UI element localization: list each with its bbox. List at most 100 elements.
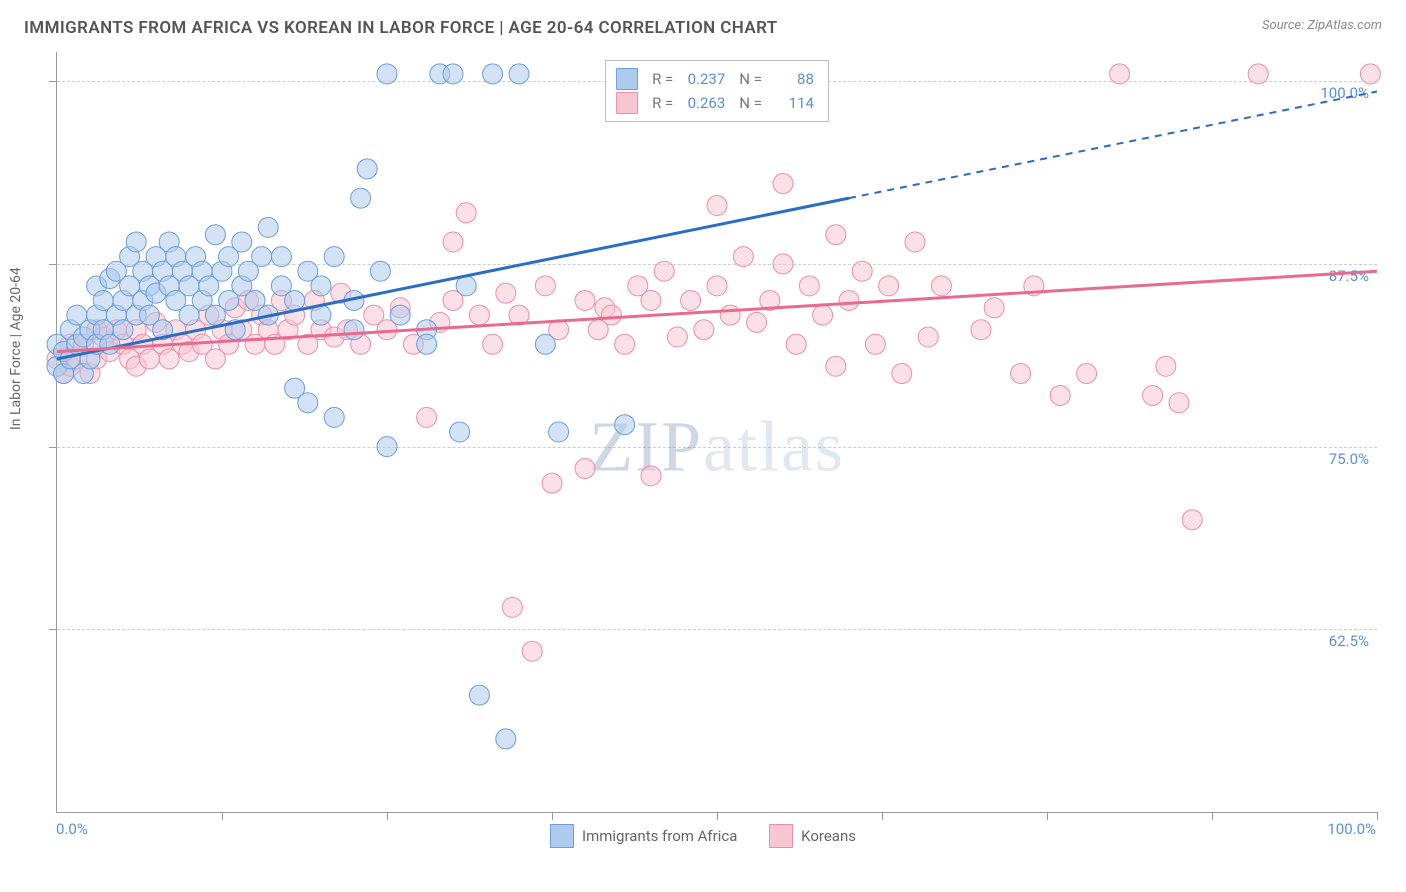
scatter-point xyxy=(918,327,938,347)
scatter-point xyxy=(601,305,621,325)
scatter-point xyxy=(351,188,371,208)
scatter-point xyxy=(258,217,278,237)
x-tick xyxy=(717,812,718,820)
stat-swatch-korean xyxy=(616,92,638,114)
legend-item-africa: Immigrants from Africa xyxy=(550,824,737,848)
scatter-point xyxy=(126,232,146,252)
scatter-point xyxy=(879,276,899,296)
stat-r-label: R = xyxy=(652,91,673,115)
scatter-point xyxy=(522,641,542,661)
scatter-point xyxy=(971,320,991,340)
scatter-point xyxy=(417,407,437,427)
x-tick xyxy=(1377,812,1378,820)
scatter-point xyxy=(641,290,661,310)
y-axis-title: In Labor Force | Age 20-64 xyxy=(8,267,24,430)
y-tick xyxy=(49,81,57,82)
scatter-point xyxy=(298,393,318,413)
scatter-point xyxy=(799,276,819,296)
scatter-point xyxy=(271,247,291,267)
legend-item-korean: Koreans xyxy=(769,824,856,848)
scatter-point xyxy=(483,334,503,354)
scatter-point xyxy=(1248,64,1268,84)
y-tick xyxy=(49,629,57,630)
x-tick xyxy=(387,812,388,820)
scatter-point xyxy=(252,247,272,267)
scatter-point xyxy=(324,407,344,427)
scatter-point xyxy=(575,290,595,310)
scatter-point xyxy=(826,225,846,245)
scatter-point xyxy=(852,261,872,281)
scatter-point xyxy=(733,247,753,267)
scatter-point xyxy=(509,64,529,84)
scatter-point xyxy=(1360,64,1380,84)
stat-row-korean: R = 0.263 N = 114 xyxy=(616,91,814,115)
scatter-point xyxy=(456,203,476,223)
legend-label-africa: Immigrants from Africa xyxy=(582,827,737,845)
scatter-point xyxy=(615,334,635,354)
stat-swatch-africa xyxy=(616,68,638,90)
x-tick xyxy=(552,812,553,820)
scatter-point xyxy=(984,298,1004,318)
x-tick xyxy=(882,812,883,820)
scatter-point xyxy=(1182,510,1202,530)
scatter-point xyxy=(205,225,225,245)
source-attribution: Source: ZipAtlas.com xyxy=(1262,18,1382,33)
scatter-point xyxy=(773,174,793,194)
scatter-point xyxy=(1169,393,1189,413)
scatter-point xyxy=(450,422,470,442)
scatter-point xyxy=(469,685,489,705)
stat-r-label: R = xyxy=(652,67,673,91)
chart-title: IMMIGRANTS FROM AFRICA VS KOREAN IN LABO… xyxy=(24,18,778,38)
x-tick xyxy=(1212,812,1213,820)
stat-r-value-africa: 0.237 xyxy=(677,67,725,91)
scatter-point xyxy=(931,276,951,296)
scatter-point xyxy=(1110,64,1130,84)
scatter-point xyxy=(773,254,793,274)
stat-n-label: N = xyxy=(739,67,762,91)
scatter-point xyxy=(667,327,687,347)
plot-canvas xyxy=(57,52,1377,812)
legend-swatch-korean xyxy=(769,824,793,848)
y-tick xyxy=(49,264,57,265)
scatter-point xyxy=(377,437,397,457)
scatter-point xyxy=(905,232,925,252)
scatter-point xyxy=(786,334,806,354)
scatter-point xyxy=(839,290,859,310)
plot-frame: 62.5%75.0%87.5%100.0% ZIPatlas R = 0.237… xyxy=(56,52,1377,813)
scatter-point xyxy=(1011,364,1031,384)
scatter-point xyxy=(747,312,767,332)
scatter-point xyxy=(370,261,390,281)
scatter-point xyxy=(1156,356,1176,376)
scatter-point xyxy=(865,334,885,354)
scatter-point xyxy=(542,473,562,493)
scatter-point xyxy=(720,305,740,325)
stat-n-value-africa: 88 xyxy=(766,67,814,91)
scatter-point xyxy=(469,305,489,325)
trend-line-extrapolated xyxy=(849,91,1377,198)
scatter-point xyxy=(549,422,569,442)
scatter-point xyxy=(1077,364,1097,384)
scatter-point xyxy=(285,290,305,310)
scatter-point xyxy=(681,290,701,310)
scatter-point xyxy=(390,305,410,325)
scatter-point xyxy=(483,64,503,84)
scatter-point xyxy=(615,415,635,435)
scatter-point xyxy=(496,283,516,303)
scatter-point xyxy=(826,356,846,376)
scatter-point xyxy=(377,64,397,84)
scatter-point xyxy=(417,334,437,354)
x-tick xyxy=(1047,812,1048,820)
chart-area: 62.5%75.0%87.5%100.0% ZIPatlas R = 0.237… xyxy=(56,52,1376,812)
scatter-point xyxy=(502,597,522,617)
bottom-legend: Immigrants from Africa Koreans xyxy=(0,824,1406,852)
stat-row-africa: R = 0.237 N = 88 xyxy=(616,67,814,91)
scatter-point xyxy=(535,334,555,354)
scatter-point xyxy=(232,232,252,252)
header: IMMIGRANTS FROM AFRICA VS KOREAN IN LABO… xyxy=(0,0,1406,44)
legend-label-korean: Koreans xyxy=(801,827,856,845)
scatter-point xyxy=(575,459,595,479)
scatter-point xyxy=(654,261,674,281)
scatter-point xyxy=(1143,385,1163,405)
scatter-point xyxy=(456,276,476,296)
stat-r-value-korean: 0.263 xyxy=(677,91,725,115)
